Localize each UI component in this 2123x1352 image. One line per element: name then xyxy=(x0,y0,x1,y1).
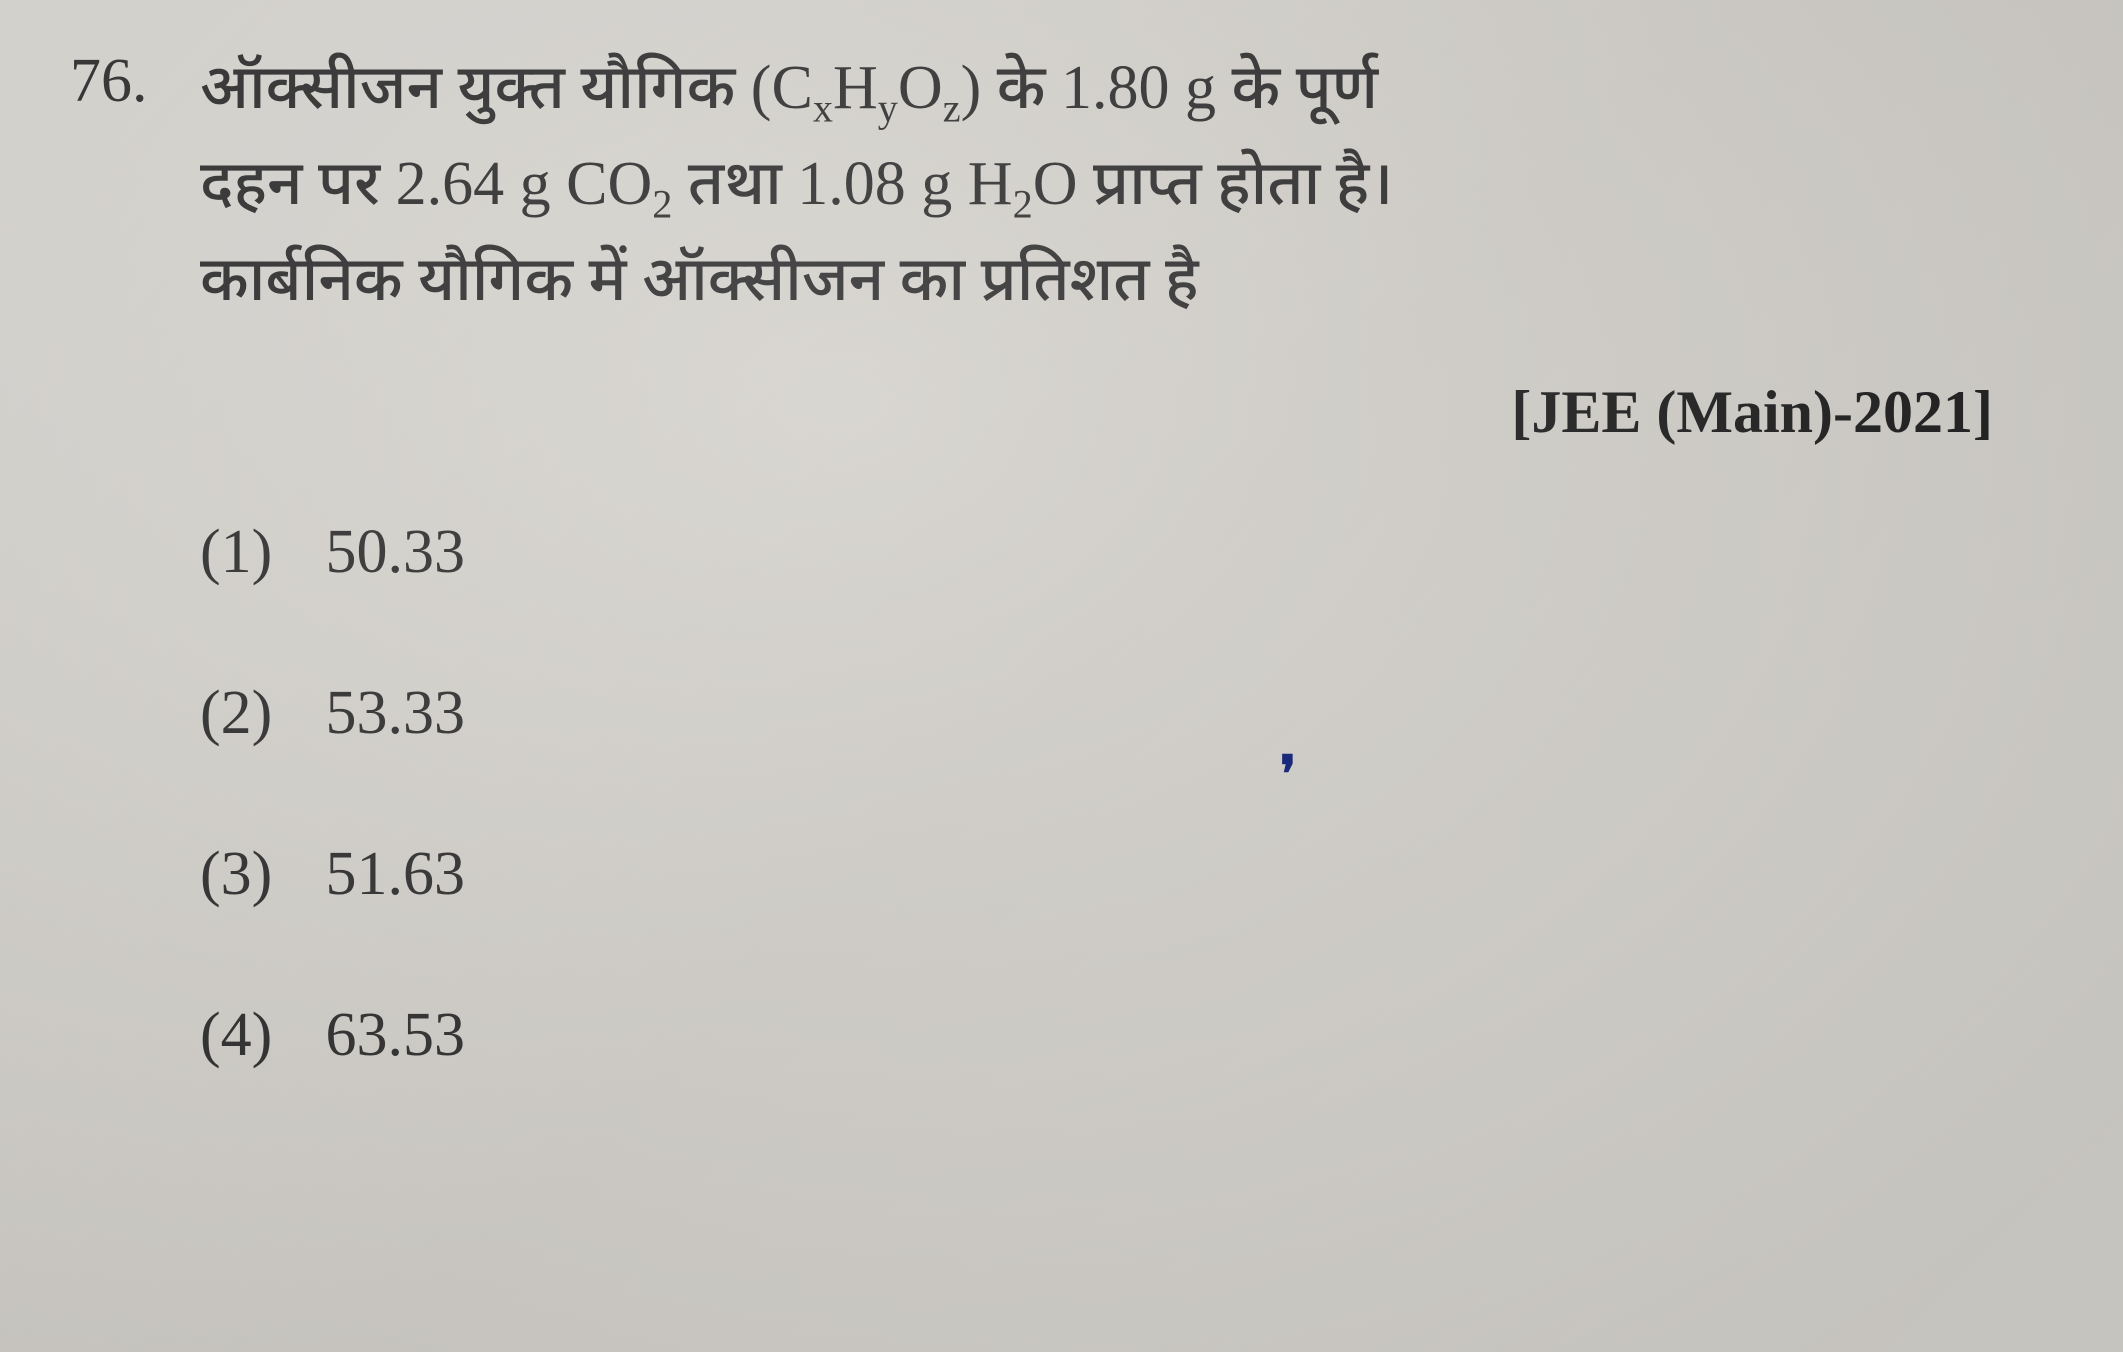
options-list: (1) 50.33 (2) 53.33 (3) 51.63 (4) 63.53 xyxy=(200,517,2053,1071)
option-1-label: (1) xyxy=(200,517,310,588)
option-3-value: 51.63 xyxy=(326,840,466,908)
question-line-2: दहन पर 2.64 g CO2 तथा 1.08 g H2O प्राप्त… xyxy=(200,136,2053,232)
question-number: 76. xyxy=(70,40,200,124)
q-line1-mid1: H xyxy=(833,54,878,122)
question-row: 76. ऑक्सीजन युक्त यौगिक (CxHyOz) के 1.80… xyxy=(70,40,2053,1161)
q-line1-post: ) के 1.80 g के पूर्ण xyxy=(961,54,1379,122)
q-line1-sub1: x xyxy=(813,85,833,130)
option-3-label: (3) xyxy=(200,839,310,910)
question-line-1: ऑक्सीजन युक्त यौगिक (CxHyOz) के 1.80 g क… xyxy=(200,40,2053,136)
option-1: (1) 50.33 xyxy=(200,517,2053,588)
q-line2-sub1: 2 xyxy=(652,181,672,226)
pen-mark-icon: ❜ xyxy=(1280,745,1296,803)
option-4-value: 63.53 xyxy=(326,1001,466,1069)
option-2: (2) 53.33 xyxy=(200,678,2053,749)
q-line2-mid: तथा 1.08 g H xyxy=(672,150,1012,218)
question-line-3: कार्बनिक यौगिक में ऑक्सीजन का प्रतिशत है xyxy=(200,232,2053,328)
option-4: (4) 63.53 xyxy=(200,1000,2053,1071)
q-line2-pre: दहन पर 2.64 g CO xyxy=(200,150,652,218)
question-body: ऑक्सीजन युक्त यौगिक (CxHyOz) के 1.80 g क… xyxy=(200,40,2053,1161)
q-line1-sub2: y xyxy=(878,85,898,130)
q-line1-sub3: z xyxy=(943,85,961,130)
q-line2-sub2: 2 xyxy=(1013,181,1033,226)
q-line1-pre: ऑक्सीजन युक्त यौगिक (C xyxy=(200,54,813,122)
option-3: (3) 51.63 xyxy=(200,839,2053,910)
exam-page: 76. ऑक्सीजन युक्त यौगिक (CxHyOz) के 1.80… xyxy=(0,0,2123,1352)
option-4-label: (4) xyxy=(200,1000,310,1071)
option-1-value: 50.33 xyxy=(326,518,466,586)
option-2-label: (2) xyxy=(200,678,310,749)
q-line1-mid2: O xyxy=(898,54,943,122)
option-2-value: 53.33 xyxy=(326,679,466,747)
question-source: [JEE (Main)-2021] xyxy=(200,378,2053,447)
q-line2-post: O प्राप्त होता है। xyxy=(1033,150,1394,218)
